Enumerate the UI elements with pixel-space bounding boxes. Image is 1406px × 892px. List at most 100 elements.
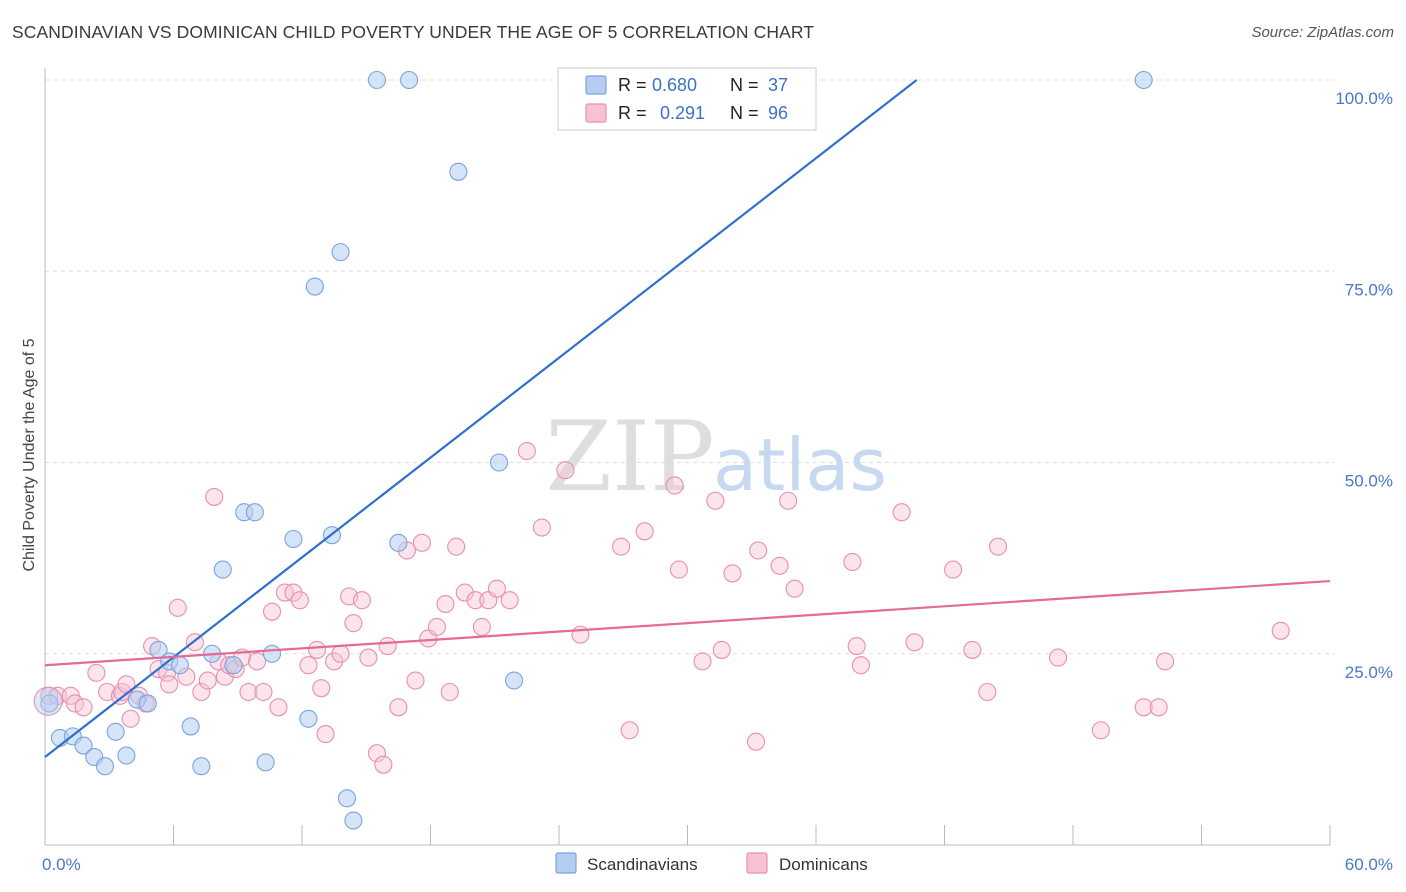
dominicans-point xyxy=(389,698,408,717)
dominicans-point xyxy=(447,537,466,556)
dominicans-point xyxy=(843,552,862,572)
scandinavians-point xyxy=(245,503,264,522)
scandinavians-point xyxy=(262,644,282,663)
dominicans-point xyxy=(1271,621,1290,640)
legend-r-label-1: R = xyxy=(618,75,647,95)
scandinavians-point xyxy=(106,722,125,741)
scandinavians-point xyxy=(224,656,243,675)
dominicans-point xyxy=(198,671,217,690)
dominicans-points xyxy=(40,441,1290,774)
legend-bottom: Scandinavians Dominicans xyxy=(555,852,868,874)
chart-title: SCANDINAVIAN VS DOMINICAN CHILD POVERTY … xyxy=(12,22,815,42)
legend-r-value-2: 0.291 xyxy=(660,103,705,123)
dominicans-point xyxy=(988,537,1008,556)
x-tick-label: 60.0% xyxy=(1345,855,1393,874)
scandinavians-point xyxy=(449,162,468,181)
dominicans-point xyxy=(472,617,491,637)
y-tick-label: 50.0% xyxy=(1345,472,1393,491)
dominicans-point xyxy=(532,518,551,537)
dominicans-point xyxy=(359,648,378,667)
scandinavians-point xyxy=(256,753,275,772)
dominicans-point xyxy=(892,503,911,522)
legend-bottom-dominicans-swatch xyxy=(746,852,768,874)
dominicans-point xyxy=(352,591,372,610)
dominicans-point xyxy=(239,682,258,702)
dominicans-point xyxy=(284,583,303,602)
watermark: ZIP atlas xyxy=(545,401,887,513)
dominicans-point xyxy=(635,522,654,541)
legend-n-value-1: 37 xyxy=(768,75,788,95)
dominicans-point xyxy=(1149,698,1168,717)
dominicans-point xyxy=(1134,698,1153,717)
scandinavians-point xyxy=(95,757,115,776)
dominicans-point xyxy=(247,652,267,671)
scandinavians-point xyxy=(344,811,363,830)
dominicans-point xyxy=(517,441,536,461)
scandinavians-point xyxy=(299,709,318,728)
dominicans-point xyxy=(723,564,742,583)
legend-r-label-2: R = xyxy=(618,103,647,123)
dominicans-point xyxy=(374,755,393,774)
dominicans-point xyxy=(307,640,327,659)
legend-top: R = 0.680 N = 37 R = 0.291 N = 96 xyxy=(557,67,817,131)
dominicans-point xyxy=(712,640,731,659)
scandinavians-point xyxy=(389,533,408,552)
dominicans-point xyxy=(412,533,431,552)
legend-scandinavians-swatch xyxy=(585,75,607,95)
dominicans-point xyxy=(847,637,866,656)
scandinavians-point xyxy=(213,560,232,579)
dominicans-point xyxy=(770,556,789,575)
scandinavians-point xyxy=(305,277,324,296)
dominicans-point xyxy=(325,652,344,671)
source-label: Source: ZipAtlas.com xyxy=(1251,24,1394,41)
dominicans-point xyxy=(269,698,288,717)
dominicans-point xyxy=(620,721,639,740)
dominicans-point xyxy=(74,698,93,717)
dominicans-point xyxy=(851,656,871,675)
dominicans-point xyxy=(905,633,924,652)
scandinavians-point xyxy=(367,70,387,90)
y-tick-label: 25.0% xyxy=(1345,663,1393,682)
dominicans-point xyxy=(749,541,768,560)
dominicans-point xyxy=(779,491,798,510)
scandinavians-point xyxy=(1134,70,1153,90)
watermark-zip: ZIP xyxy=(545,401,714,513)
scandinavians-point xyxy=(331,243,350,262)
dominicans-point xyxy=(168,598,187,617)
scandinavians-point xyxy=(504,671,524,690)
legend-bottom-scandinavians-swatch xyxy=(555,852,577,874)
legend-dominicans-swatch xyxy=(585,103,607,123)
dominicans-point xyxy=(665,476,684,495)
scandinavians-point xyxy=(489,453,509,472)
dominicans-point xyxy=(254,682,273,702)
dominicans-point xyxy=(406,671,425,690)
dominicans-point xyxy=(487,579,506,598)
dominicans-point xyxy=(1048,648,1068,667)
dominicans-trendline xyxy=(44,579,1331,667)
legend-r-value-1: 0.680 xyxy=(652,75,697,95)
watermark-atlas: atlas xyxy=(713,423,887,507)
dominicans-point xyxy=(262,602,282,621)
legend-bottom-scandinavians-label: Scandinavians xyxy=(587,855,698,874)
dominicans-point xyxy=(785,579,804,598)
dominicans-point xyxy=(466,591,485,610)
dominicans-point xyxy=(1156,652,1175,671)
dominicans-point xyxy=(87,663,106,682)
axes: 25.0% 50.0% 75.0% 100.0% 0.0% 60.0% xyxy=(42,68,1393,874)
scandinavians-trendline xyxy=(44,79,918,758)
legend-n-label-1: N = xyxy=(730,75,759,95)
dominicans-point xyxy=(121,709,140,728)
scandinavians-point xyxy=(170,656,189,675)
dominicans-point xyxy=(1091,721,1110,740)
scandinavians-point xyxy=(138,694,157,713)
scandinavians-points xyxy=(33,70,1153,830)
dominicans-point xyxy=(316,725,335,744)
dominicans-point xyxy=(344,614,363,633)
dominicans-point xyxy=(746,732,766,751)
dominicans-point xyxy=(427,617,446,637)
dominicans-point xyxy=(612,537,631,556)
legend-bottom-dominicans-label: Dominicans xyxy=(779,855,868,874)
grid-lines xyxy=(45,79,1335,655)
scandinavians-point xyxy=(40,694,59,713)
